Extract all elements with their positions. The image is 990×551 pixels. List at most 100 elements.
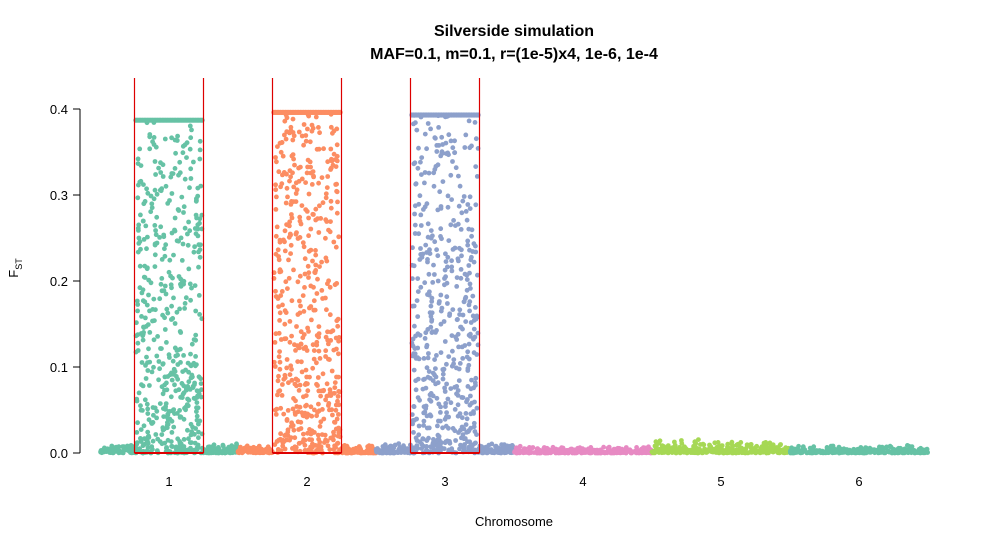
data-point <box>465 202 471 207</box>
data-point <box>434 247 439 253</box>
data-point <box>726 450 731 455</box>
data-point <box>273 288 278 294</box>
data-point <box>327 312 333 318</box>
data-point <box>421 423 426 428</box>
data-point <box>190 385 196 390</box>
data-point <box>193 426 199 431</box>
data-point <box>445 301 450 306</box>
data-point <box>311 348 317 353</box>
data-point <box>152 159 158 164</box>
data-point <box>457 446 462 452</box>
data-point <box>164 306 170 312</box>
data-point <box>316 448 322 453</box>
data-point <box>288 128 294 134</box>
data-point <box>285 194 290 200</box>
data-point <box>449 268 455 274</box>
data-point <box>177 306 183 312</box>
data-point <box>419 446 425 451</box>
data-point <box>287 231 293 237</box>
data-point <box>470 293 476 299</box>
data-point <box>291 199 297 205</box>
data-point <box>463 411 469 416</box>
data-point <box>188 351 193 357</box>
data-point <box>277 349 282 354</box>
data-point <box>641 449 646 455</box>
data-point <box>332 419 337 425</box>
x-tick-label: 6 <box>855 474 862 489</box>
data-point <box>306 191 312 197</box>
data-point <box>120 444 125 449</box>
data-point <box>152 252 158 258</box>
data-point <box>175 376 181 382</box>
data-point <box>807 450 813 456</box>
data-point <box>838 446 843 452</box>
data-point <box>274 159 279 165</box>
data-point <box>193 354 199 359</box>
data-point <box>653 447 658 453</box>
data-point <box>301 244 307 250</box>
data-point <box>440 142 445 147</box>
data-point <box>307 139 313 145</box>
data-point <box>335 199 340 205</box>
data-point <box>151 337 157 343</box>
data-point <box>194 400 200 405</box>
data-point <box>474 174 480 179</box>
data-point <box>279 289 285 294</box>
data-point <box>473 440 478 446</box>
data-point <box>306 248 312 254</box>
data-point <box>425 259 430 265</box>
data-point <box>473 202 479 208</box>
data-point <box>151 364 156 370</box>
data-point <box>284 365 290 371</box>
data-point <box>672 439 677 445</box>
data-point <box>325 443 331 449</box>
data-point <box>183 295 189 301</box>
data-point <box>305 126 310 132</box>
data-point <box>159 276 165 281</box>
data-point <box>153 307 158 313</box>
data-point <box>318 419 324 425</box>
data-point <box>336 389 342 394</box>
data-point <box>448 386 454 391</box>
data-point <box>427 310 433 316</box>
data-point <box>327 387 333 393</box>
data-point <box>425 327 431 332</box>
data-point <box>666 447 671 453</box>
data-point <box>147 132 153 137</box>
data-point <box>420 251 426 257</box>
data-point <box>418 284 424 290</box>
data-point <box>285 286 290 291</box>
data-point <box>135 249 141 255</box>
data-point <box>295 378 301 383</box>
data-point <box>279 181 285 187</box>
data-point <box>301 142 306 148</box>
data-point <box>197 156 203 162</box>
data-point <box>335 398 340 404</box>
data-point <box>314 381 319 387</box>
data-point <box>411 367 417 373</box>
data-point <box>141 182 146 188</box>
data-point <box>488 447 494 453</box>
data-point <box>316 125 321 130</box>
data-point <box>745 450 751 456</box>
data-point <box>293 180 299 186</box>
data-point <box>332 157 338 163</box>
data-point <box>317 424 323 429</box>
data-point <box>643 445 648 451</box>
data-point <box>309 317 314 323</box>
data-point <box>331 437 336 443</box>
data-point <box>326 341 331 347</box>
data-point <box>175 352 181 358</box>
data-point <box>444 280 450 286</box>
data-point <box>165 437 171 443</box>
data-point <box>141 325 147 330</box>
data-point <box>435 278 441 284</box>
data-point <box>747 442 753 448</box>
data-point <box>292 381 298 387</box>
data-point <box>462 145 468 150</box>
data-point <box>336 412 341 417</box>
data-point <box>458 442 463 448</box>
data-point <box>187 146 193 152</box>
data-point <box>321 388 326 394</box>
data-point <box>182 301 188 306</box>
